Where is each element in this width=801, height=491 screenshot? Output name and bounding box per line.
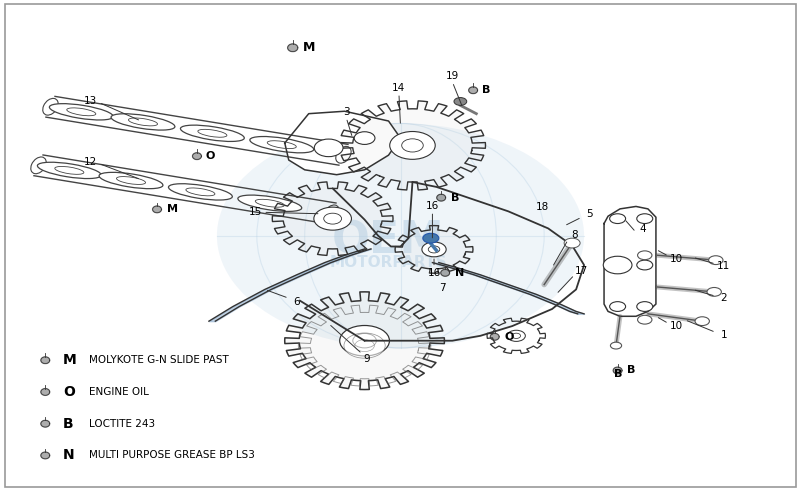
Ellipse shape [50, 104, 113, 120]
Circle shape [423, 233, 439, 243]
Text: 7: 7 [440, 283, 446, 294]
Ellipse shape [217, 123, 584, 348]
Polygon shape [41, 420, 50, 427]
Circle shape [695, 317, 710, 326]
Text: 14: 14 [392, 83, 405, 93]
Circle shape [422, 242, 446, 257]
Circle shape [638, 315, 652, 324]
Text: B: B [482, 85, 490, 95]
Text: 9: 9 [364, 354, 370, 364]
Ellipse shape [38, 162, 101, 179]
Polygon shape [41, 452, 50, 459]
Circle shape [507, 330, 525, 341]
Text: 3: 3 [343, 107, 349, 117]
Text: 10: 10 [670, 254, 682, 264]
Text: B: B [627, 365, 635, 376]
Polygon shape [469, 87, 477, 94]
Circle shape [454, 98, 467, 106]
Circle shape [637, 214, 653, 223]
Circle shape [314, 207, 352, 230]
Text: B: B [62, 417, 74, 431]
Text: 16: 16 [426, 201, 439, 211]
Text: B: B [451, 192, 459, 203]
Polygon shape [441, 270, 449, 276]
Circle shape [707, 288, 722, 296]
Text: 18: 18 [536, 202, 549, 213]
Circle shape [344, 333, 385, 358]
Circle shape [709, 256, 723, 265]
Circle shape [610, 214, 626, 223]
Circle shape [564, 238, 580, 248]
Text: M: M [62, 353, 77, 367]
Polygon shape [288, 44, 298, 52]
Text: 17: 17 [575, 266, 588, 276]
Circle shape [354, 132, 375, 144]
Circle shape [638, 251, 652, 260]
Text: 11: 11 [717, 261, 731, 271]
Text: M: M [167, 204, 178, 215]
Polygon shape [153, 206, 162, 213]
Ellipse shape [250, 136, 314, 153]
Text: OEM: OEM [332, 219, 445, 262]
Polygon shape [395, 225, 473, 273]
Polygon shape [272, 182, 393, 255]
Ellipse shape [99, 172, 163, 189]
Text: MOTORPARTS: MOTORPARTS [330, 255, 447, 270]
Text: N: N [455, 268, 464, 278]
Text: 12: 12 [84, 157, 98, 167]
Text: N: N [62, 448, 74, 463]
Circle shape [390, 132, 435, 159]
Text: 6: 6 [293, 297, 300, 307]
Text: M: M [303, 41, 316, 55]
Circle shape [637, 260, 653, 270]
Polygon shape [490, 333, 499, 340]
Text: O: O [505, 332, 513, 342]
Text: MOLYKOTE G-N SLIDE PAST: MOLYKOTE G-N SLIDE PAST [89, 355, 229, 365]
Text: 19: 19 [446, 71, 459, 81]
Text: 8: 8 [571, 230, 578, 240]
Polygon shape [604, 206, 656, 316]
Text: 4: 4 [639, 224, 646, 234]
Polygon shape [192, 153, 201, 160]
Ellipse shape [238, 195, 302, 212]
Polygon shape [285, 111, 400, 175]
Text: B: B [614, 369, 622, 379]
Text: 5: 5 [586, 209, 593, 219]
Circle shape [610, 301, 626, 311]
Ellipse shape [111, 114, 175, 130]
Polygon shape [41, 357, 50, 364]
Polygon shape [340, 101, 485, 190]
Text: MULTI PURPOSE GREASE BP LS3: MULTI PURPOSE GREASE BP LS3 [89, 450, 255, 461]
Circle shape [610, 342, 622, 349]
Polygon shape [41, 388, 50, 395]
Ellipse shape [180, 125, 244, 141]
Text: O: O [62, 385, 74, 399]
Text: LOCTITE 243: LOCTITE 243 [89, 419, 155, 429]
Circle shape [637, 301, 653, 311]
Ellipse shape [168, 184, 232, 200]
Text: ENGINE OIL: ENGINE OIL [89, 387, 149, 397]
Text: 16: 16 [428, 268, 441, 278]
Text: 10: 10 [670, 321, 682, 331]
Text: 2: 2 [720, 293, 727, 303]
Circle shape [603, 256, 632, 274]
Text: 1: 1 [720, 330, 727, 340]
Polygon shape [284, 292, 445, 389]
Polygon shape [614, 367, 622, 374]
Text: 15: 15 [248, 207, 262, 218]
Polygon shape [437, 194, 445, 201]
Circle shape [314, 139, 343, 157]
Text: O: O [206, 151, 215, 161]
Text: 13: 13 [84, 96, 98, 106]
Circle shape [340, 326, 389, 356]
